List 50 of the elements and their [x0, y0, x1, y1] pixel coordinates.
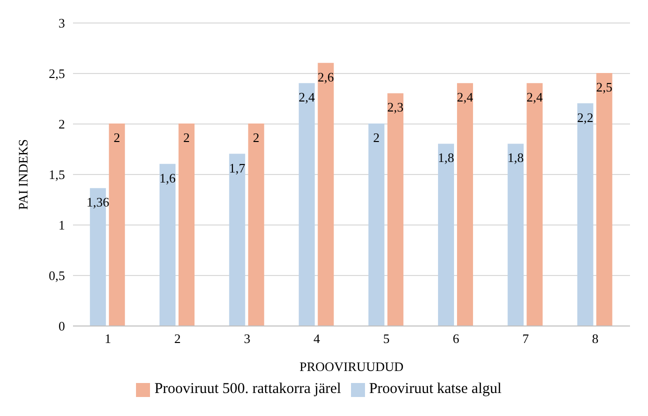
data-label: 1,8 [508, 150, 524, 166]
legend-label: Prooviruut 500. rattakorra järel [154, 381, 342, 397]
data-label: 1,6 [159, 170, 176, 186]
bar [438, 144, 454, 326]
bar [596, 73, 612, 326]
data-label: 2,5 [596, 80, 612, 94]
y-tick-label: 1 [58, 218, 65, 233]
y-tick-label: 2,5 [48, 66, 65, 82]
data-label: 1,7 [229, 160, 246, 176]
data-label: 2 [373, 130, 380, 145]
data-label: 2 [114, 130, 120, 145]
bar [229, 154, 246, 326]
bar [298, 83, 315, 326]
x-tick-label: 5 [383, 331, 390, 346]
y-tick-label: 0 [58, 318, 65, 334]
bar [508, 144, 524, 326]
bar [108, 124, 125, 326]
data-label: 2 [183, 130, 190, 145]
y-tick-label: 3 [58, 16, 65, 31]
data-label: 2,4 [298, 90, 316, 105]
x-tick-label: 8 [592, 331, 598, 346]
bar [368, 124, 384, 326]
data-label: 2 [252, 130, 260, 145]
data-label: 2,4 [526, 90, 544, 105]
y-tick-label: 1,5 [48, 167, 65, 182]
bar [526, 83, 543, 326]
bar [160, 164, 176, 326]
bar [178, 124, 195, 326]
bar [248, 124, 264, 326]
data-label: 2,2 [577, 110, 594, 125]
x-tick-label: 6 [452, 331, 460, 346]
y-axis-title: PAI INDEKS [16, 139, 31, 210]
x-tick-label: 4 [313, 331, 320, 346]
x-tick-label: 1 [104, 331, 112, 346]
data-label: 2,3 [387, 100, 404, 115]
bar [457, 83, 474, 326]
x-axis-title: PROOVIRUUDUD [299, 359, 404, 374]
data-label: 2,4 [456, 90, 474, 105]
x-tick-label: 2 [174, 331, 181, 346]
bar [318, 62, 334, 326]
bar [577, 103, 594, 326]
x-tick-label: 3 [244, 331, 250, 346]
bar [387, 93, 404, 326]
data-label: 1,36 [86, 194, 110, 210]
y-tick-label: 0,5 [48, 268, 65, 284]
data-label: 1,8 [438, 150, 454, 166]
y-tick-label: 2 [58, 116, 65, 132]
x-tick-label: 7 [522, 331, 530, 346]
legend-label: Prooviruut katse algul [369, 381, 502, 397]
data-label: 2,6 [318, 69, 334, 84]
